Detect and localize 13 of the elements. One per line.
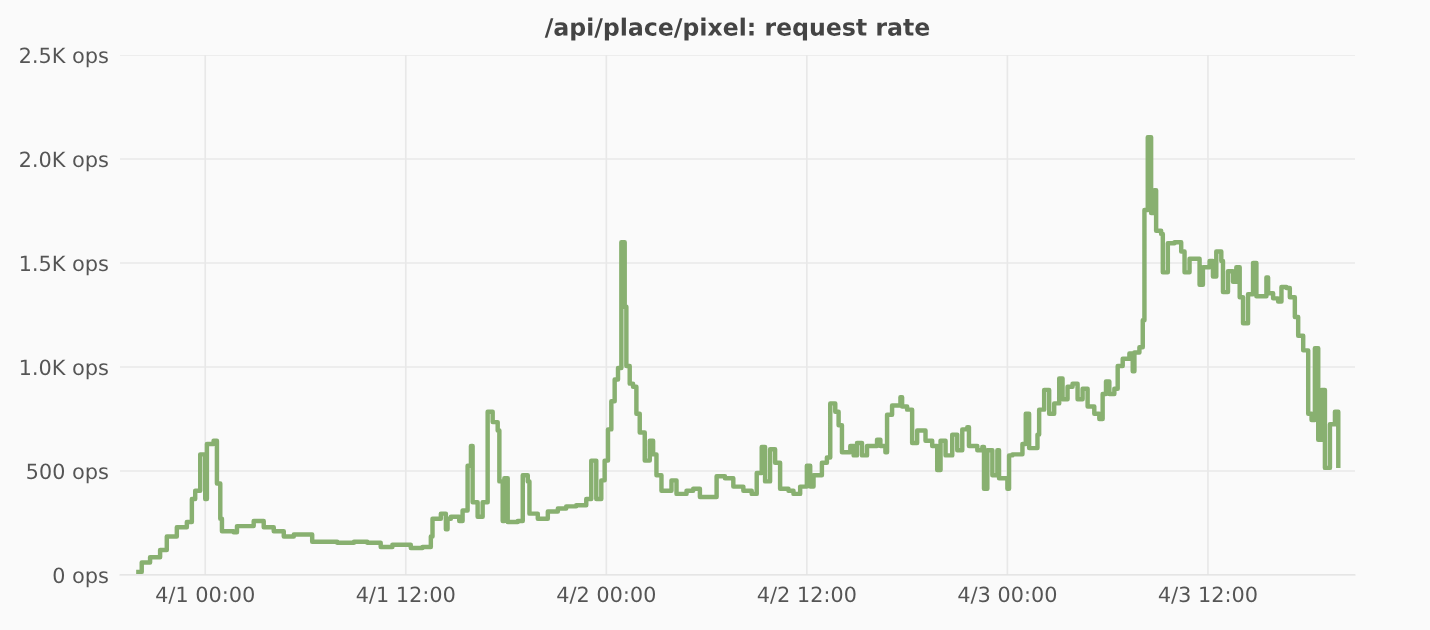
y-tick-label: 2.0K ops — [20, 151, 108, 172]
x-tick-label: 4/1 12:00 — [356, 586, 455, 604]
x-tick-label: 4/2 12:00 — [757, 586, 856, 604]
chart-title: /api/place/pixel: request rate — [544, 17, 930, 41]
y-tick-label: 1.0K ops — [20, 359, 108, 380]
y-tick-label: 0 ops — [53, 567, 108, 588]
y-tick-label: 500 ops — [27, 463, 108, 484]
x-tick-label: 4/1 00:00 — [156, 586, 254, 604]
x-tick-label: 4/3 12:00 — [1158, 586, 1257, 604]
y-tick-label: 1.5K ops — [20, 255, 108, 276]
x-tick-label: 4/3 00:00 — [958, 586, 1057, 604]
y-tick-label: 2.5K ops — [20, 47, 108, 68]
x-tick-label: 4/2 00:00 — [557, 586, 656, 604]
